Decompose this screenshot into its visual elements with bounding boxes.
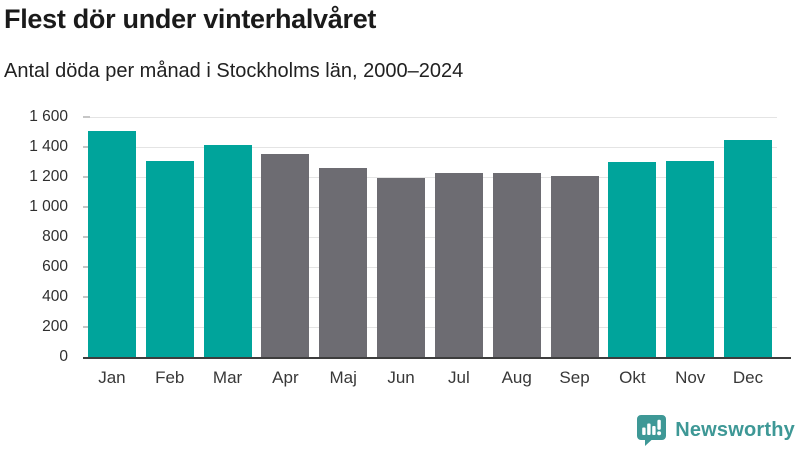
bar-apr bbox=[261, 153, 310, 357]
bar-slot-jul bbox=[430, 117, 488, 357]
gridline bbox=[83, 147, 777, 148]
bar-jun bbox=[377, 177, 426, 357]
bar-slot-nov bbox=[661, 117, 719, 357]
bar-slot-maj bbox=[314, 117, 372, 357]
x-tick-label-mar: Mar bbox=[212, 368, 243, 387]
bar-slot-sep bbox=[546, 117, 604, 357]
bar-slot-jan bbox=[83, 117, 141, 357]
plot-area bbox=[83, 116, 777, 357]
bar-aug bbox=[492, 173, 541, 357]
bar-slot-jun bbox=[372, 117, 430, 357]
y-tick-mark bbox=[83, 206, 90, 208]
gridline bbox=[83, 237, 777, 238]
x-tick-label-jul: Jul bbox=[448, 368, 470, 387]
y-tick-label: 600 bbox=[42, 258, 68, 275]
bar-feb bbox=[145, 160, 194, 357]
x-tick-label-nov: Nov bbox=[675, 368, 706, 387]
gridline bbox=[83, 117, 777, 118]
x-tick-label-maj: Maj bbox=[329, 368, 357, 387]
gridline bbox=[83, 267, 777, 268]
y-tick-label: 1 400 bbox=[29, 138, 68, 155]
y-tick-mark bbox=[83, 326, 90, 328]
bar-jan bbox=[87, 130, 136, 357]
chart-subtitle: Antal döda per månad i Stockholms län, 2… bbox=[4, 60, 464, 82]
bar-slot-dec bbox=[719, 117, 777, 357]
y-tick-mark bbox=[83, 296, 90, 298]
y-tick-mark bbox=[83, 266, 90, 268]
bar-okt bbox=[608, 162, 657, 357]
x-tick-label-sep: Sep bbox=[559, 368, 590, 387]
x-axis: Jan Feb Mar Apr Maj Jun Jul Aug Sep Okt Nov Dec bbox=[83, 368, 777, 388]
x-axis-line bbox=[83, 357, 791, 359]
gridline bbox=[83, 297, 777, 298]
x-tick-label-aug: Aug bbox=[501, 368, 532, 387]
y-tick-label: 1 600 bbox=[29, 108, 68, 125]
chart-title: Flest dör under vinterhalvåret bbox=[4, 4, 377, 34]
y-tick-label: 1 000 bbox=[29, 198, 68, 215]
x-tick-label-jan: Jan bbox=[98, 368, 126, 387]
bar-slot-feb bbox=[141, 117, 199, 357]
bar-jul bbox=[434, 172, 483, 357]
y-tick-label: 800 bbox=[42, 228, 68, 245]
brand-footer: Newsworthy bbox=[636, 414, 795, 446]
brand-name: Newsworthy bbox=[675, 418, 795, 441]
bar-series bbox=[83, 117, 777, 357]
y-tick-mark bbox=[83, 236, 90, 238]
y-tick-mark bbox=[83, 176, 90, 178]
bar-slot-aug bbox=[488, 117, 546, 357]
bar-mar bbox=[203, 144, 252, 357]
gridline bbox=[83, 207, 777, 208]
y-tick-mark bbox=[83, 116, 90, 118]
y-axis: 0 200 400 600 800 1 000 1 200 1 400 1 600 bbox=[0, 108, 68, 365]
gridline bbox=[83, 327, 777, 328]
y-tick-label: 400 bbox=[42, 288, 68, 305]
bar-slot-okt bbox=[603, 117, 661, 357]
x-tick-label-feb: Feb bbox=[155, 368, 185, 387]
bar-maj bbox=[319, 168, 368, 357]
x-tick-label-okt: Okt bbox=[619, 368, 646, 387]
y-tick-label: 1 200 bbox=[29, 168, 68, 185]
x-tick-label-apr: Apr bbox=[272, 368, 299, 387]
newsworthy-logo-icon bbox=[637, 415, 667, 446]
y-tick-label: 0 bbox=[59, 348, 68, 365]
x-tick-label-jun: Jun bbox=[387, 368, 415, 387]
x-tick-label-dec: Dec bbox=[732, 368, 764, 387]
bar-slot-apr bbox=[256, 117, 314, 357]
y-tick-label: 200 bbox=[42, 318, 68, 335]
gridline bbox=[83, 177, 777, 178]
bar-nov bbox=[666, 161, 715, 357]
y-tick-mark bbox=[83, 146, 90, 148]
bar-slot-mar bbox=[199, 117, 257, 357]
bar-dec bbox=[724, 139, 773, 357]
bar-sep bbox=[550, 175, 599, 357]
